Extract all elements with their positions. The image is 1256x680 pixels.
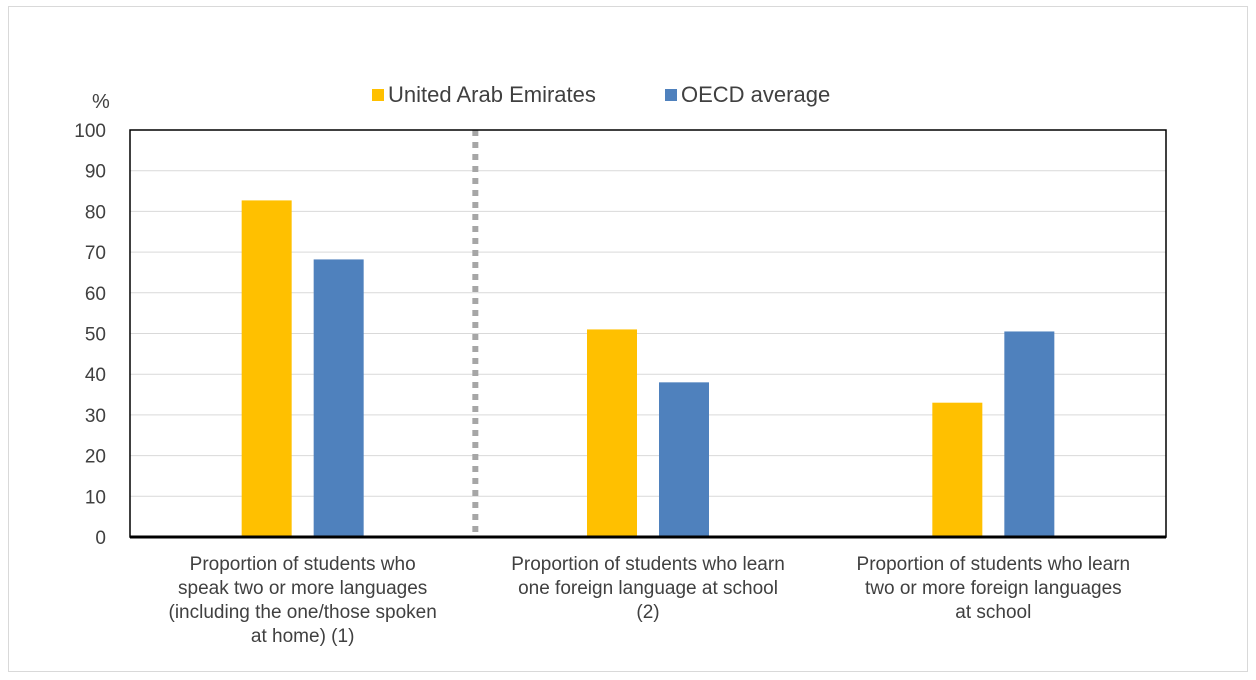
- x-category-label: Proportion of students who learn two or m…: [857, 554, 1131, 623]
- y-tick-label: 50: [85, 325, 106, 346]
- legend-label-uae: United Arab Emirates: [388, 82, 596, 107]
- bar-uae: [932, 402, 983, 537]
- y-tick-label: 0: [95, 528, 106, 549]
- legend-label-oecd: OECD average: [681, 82, 830, 107]
- plot-border: [129, 129, 1167, 539]
- y-axis-ticks: 0 10 20 30 40 50 60 70 80 90 100: [74, 121, 106, 549]
- y-tick-label: 100: [74, 121, 106, 142]
- y-tick-label: 80: [85, 202, 106, 223]
- y-tick-label: 20: [85, 447, 106, 468]
- y-axis-label: %: [92, 91, 110, 113]
- bar-uae: [241, 200, 292, 537]
- x-category-label-line: one foreign language at school: [518, 578, 778, 599]
- x-category-label-line: speak two or more languages: [178, 578, 427, 599]
- x-category-label-line: Proportion of students who: [190, 554, 416, 575]
- y-tick-label: 60: [85, 284, 106, 305]
- x-category-label: Proportion of students who speak two or m…: [169, 554, 437, 647]
- y-tick-label: 10: [85, 487, 106, 508]
- x-category-label-line: Proportion of students who learn: [857, 554, 1131, 575]
- bars: [241, 200, 1055, 537]
- x-category-label-line: Proportion of students who learn: [511, 554, 785, 575]
- x-category-label-line: (2): [636, 602, 659, 623]
- y-tick-label: 30: [85, 406, 106, 427]
- legend-swatch-uae: [372, 89, 384, 101]
- bar-oecd: [313, 259, 364, 537]
- x-category-label-line: two or more foreign languages: [865, 578, 1122, 599]
- legend: United Arab Emirates OECD average: [372, 82, 830, 107]
- y-tick-label: 70: [85, 243, 106, 264]
- y-tick-label: 40: [85, 365, 106, 386]
- x-category-label-line: at school: [955, 602, 1031, 623]
- x-axis-category-labels: Proportion of students who speak two or m…: [169, 554, 1131, 647]
- x-category-label-line: (including the one/those spoken: [169, 602, 437, 623]
- x-category-label: Proportion of students who learn one fore…: [511, 554, 785, 623]
- x-category-label-line: at home) (1): [251, 626, 354, 647]
- bar-uae: [587, 329, 637, 537]
- bar-oecd: [1004, 331, 1055, 537]
- legend-swatch-oecd: [665, 89, 677, 101]
- y-tick-label: 90: [85, 162, 106, 183]
- bar-oecd: [659, 382, 709, 537]
